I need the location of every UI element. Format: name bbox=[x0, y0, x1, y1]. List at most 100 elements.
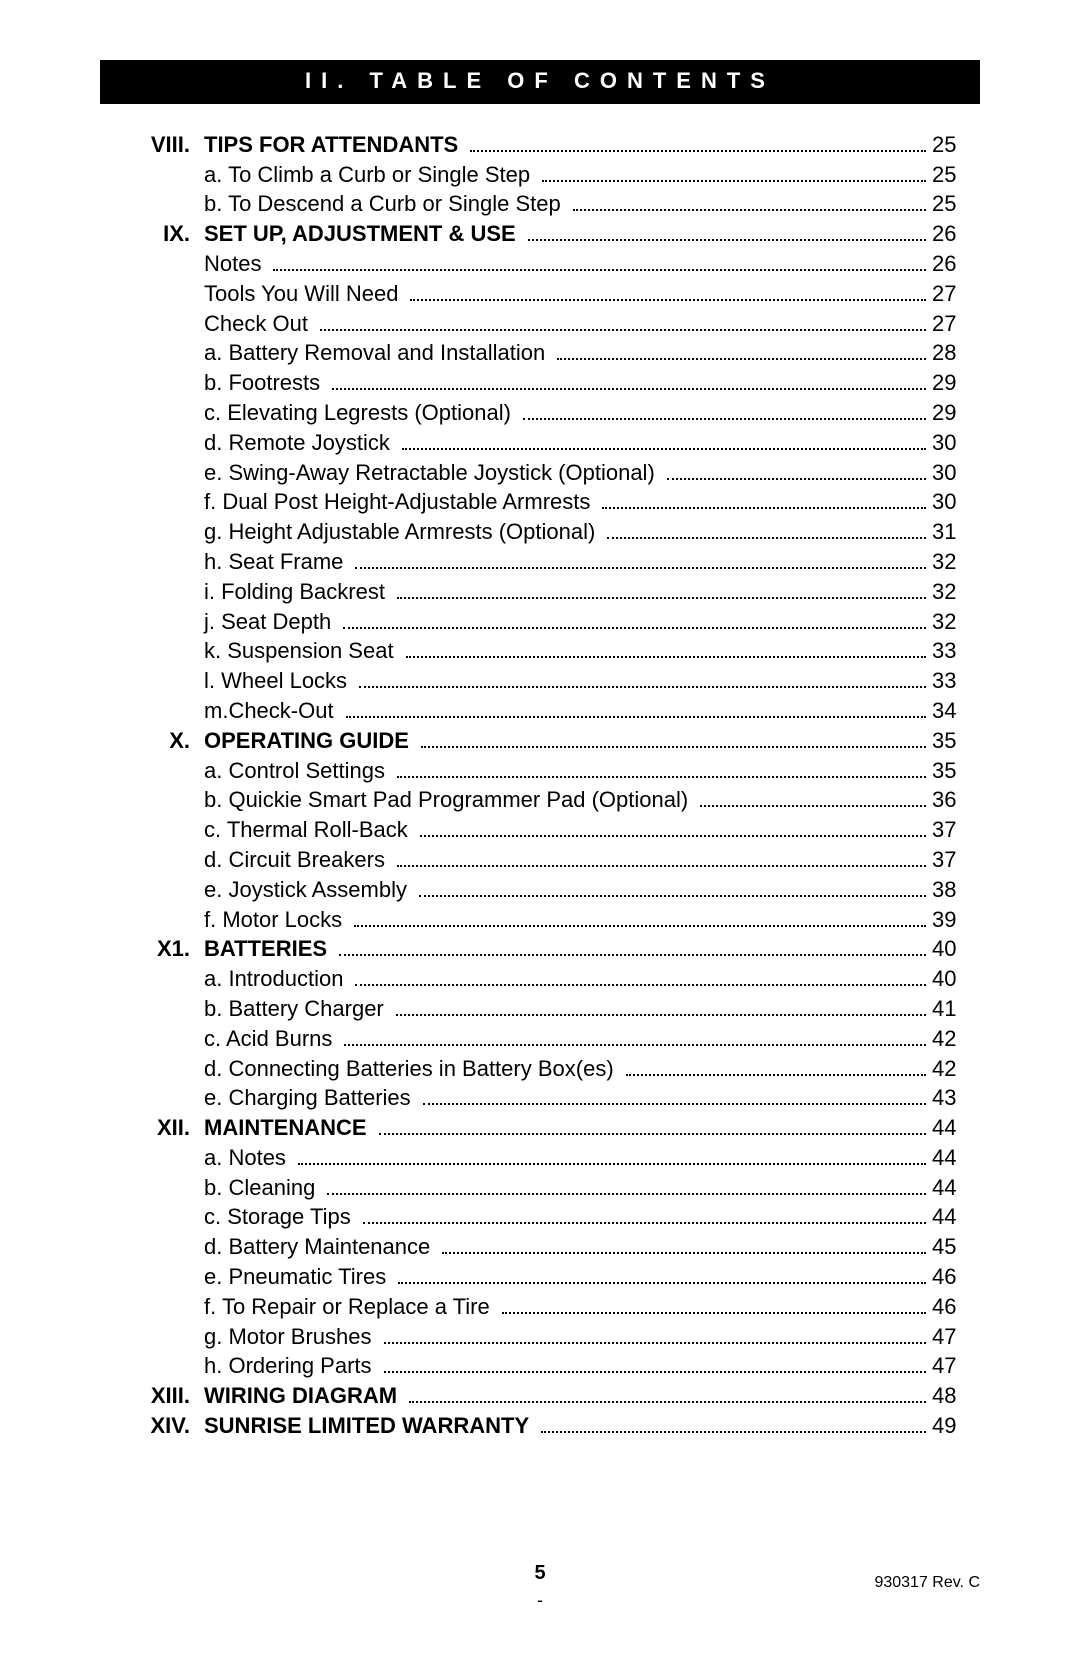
toc-section-title: TIPS FOR ATTENDANTS bbox=[204, 132, 458, 157]
toc-row: b. Cleaning44 bbox=[100, 1173, 980, 1199]
toc-page-number: 38 bbox=[932, 879, 980, 901]
toc-page-number: 47 bbox=[932, 1355, 980, 1377]
toc-entry-label: b. To Descend a Curb or Single Step bbox=[204, 193, 567, 215]
toc-page-number: 27 bbox=[932, 283, 980, 305]
toc-page-number: 26 bbox=[932, 253, 980, 275]
dot-leader bbox=[384, 1322, 926, 1344]
toc-page-number: 27 bbox=[932, 313, 980, 335]
toc-subitem-title: g. Height Adjustable Armrests (Optional) bbox=[204, 519, 595, 544]
toc-page-number: 34 bbox=[932, 700, 980, 722]
dot-leader bbox=[397, 845, 926, 867]
dot-leader bbox=[406, 637, 926, 659]
table-of-contents-list: VIII.TIPS FOR ATTENDANTS25a. To Climb a … bbox=[100, 130, 980, 1437]
toc-subitem-title: d. Remote Joystick bbox=[204, 430, 390, 455]
toc-entry-label: OPERATING GUIDE bbox=[204, 730, 415, 752]
dot-leader bbox=[557, 339, 926, 361]
toc-page-number: 28 bbox=[932, 342, 980, 364]
toc-page-number: 37 bbox=[932, 849, 980, 871]
toc-entry-label: WIRING DIAGRAM bbox=[204, 1385, 403, 1407]
page-footer: 5 930317 Rev. C - bbox=[0, 1562, 1080, 1611]
toc-page-number: 29 bbox=[932, 402, 980, 424]
toc-subitem-title: a. To Climb a Curb or Single Step bbox=[204, 162, 530, 187]
dot-leader bbox=[384, 1352, 926, 1374]
toc-subitem-title: k. Suspension Seat bbox=[204, 638, 394, 663]
dot-leader bbox=[397, 756, 926, 778]
dot-leader bbox=[420, 815, 926, 837]
toc-page-number: 36 bbox=[932, 789, 980, 811]
toc-subitem-title: b. Cleaning bbox=[204, 1175, 315, 1200]
toc-row: X.OPERATING GUIDE35 bbox=[100, 726, 980, 752]
toc-row: a. To Climb a Curb or Single Step 25 bbox=[100, 160, 980, 186]
toc-subitem-title: l. Wheel Locks bbox=[204, 668, 347, 693]
dot-leader bbox=[339, 935, 926, 957]
dot-leader bbox=[332, 368, 926, 390]
toc-subitem-title: a. Battery Removal and Installation bbox=[204, 340, 545, 365]
toc-row: XIII.WIRING DIAGRAM48 bbox=[100, 1381, 980, 1407]
toc-entry-label: c. Acid Burns bbox=[204, 1028, 338, 1050]
dot-leader bbox=[607, 517, 926, 539]
toc-row: e. Charging Batteries43 bbox=[100, 1084, 980, 1110]
toc-subitem-title: a. Introduction bbox=[204, 966, 343, 991]
toc-row: l. Wheel Locks 33 bbox=[100, 666, 980, 692]
dot-leader bbox=[359, 666, 926, 688]
toc-subitem-title: i. Folding Backrest bbox=[204, 579, 385, 604]
toc-section-title: WIRING DIAGRAM bbox=[204, 1383, 397, 1408]
toc-page-number: 25 bbox=[932, 164, 980, 186]
toc-page-number: 42 bbox=[932, 1058, 980, 1080]
toc-entry-label: MAINTENANCE bbox=[204, 1117, 373, 1139]
toc-entry-label: h. Ordering Parts bbox=[204, 1355, 378, 1377]
toc-entry-label: SUNRISE LIMITED WARRANTY bbox=[204, 1415, 535, 1437]
toc-subitem-title: d. Battery Maintenance bbox=[204, 1234, 430, 1259]
toc-entry-label: i. Folding Backrest bbox=[204, 581, 391, 603]
toc-row: b. Quickie Smart Pad Programmer Pad (Opt… bbox=[100, 786, 980, 812]
toc-entry-label: a. To Climb a Curb or Single Step bbox=[204, 164, 536, 186]
toc-row: Check Out 27 bbox=[100, 309, 980, 335]
toc-row: XII.MAINTENANCE44 bbox=[100, 1113, 980, 1139]
toc-roman-numeral: X1. bbox=[100, 938, 204, 960]
toc-row: e. Joystick Assembly38 bbox=[100, 875, 980, 901]
dot-leader bbox=[700, 786, 926, 808]
toc-page-number: 35 bbox=[932, 760, 980, 782]
toc-row: c. Acid Burns 42 bbox=[100, 1024, 980, 1050]
toc-page-number: 42 bbox=[932, 1028, 980, 1050]
toc-page-number: 33 bbox=[932, 670, 980, 692]
toc-section-title: MAINTENANCE bbox=[204, 1115, 367, 1140]
toc-row: f. Dual Post Height-Adjustable Armrests3… bbox=[100, 488, 980, 514]
toc-page-number: 32 bbox=[932, 551, 980, 573]
dot-leader bbox=[363, 1203, 926, 1225]
toc-page-number: 26 bbox=[932, 223, 980, 245]
dot-leader bbox=[421, 726, 926, 748]
dot-leader bbox=[273, 249, 926, 271]
toc-entry-label: b. Footrests bbox=[204, 372, 326, 394]
toc-row: XIV.SUNRISE LIMITED WARRANTY49 bbox=[100, 1411, 980, 1437]
toc-roman-numeral: VIII. bbox=[100, 134, 204, 156]
toc-row: j. Seat Depth32 bbox=[100, 607, 980, 633]
toc-subitem-title: f. Motor Locks bbox=[204, 907, 342, 932]
dot-leader bbox=[346, 696, 926, 718]
toc-row: c. Thermal Roll-Back37 bbox=[100, 815, 980, 841]
toc-subitem-title: c. Elevating Legrests (Optional) bbox=[204, 400, 511, 425]
toc-page-number: 33 bbox=[932, 640, 980, 662]
toc-entry-label: d. Battery Maintenance bbox=[204, 1236, 436, 1258]
toc-subitem-title: c. Storage Tips bbox=[204, 1204, 351, 1229]
toc-subitem-title: f. To Repair or Replace a Tire bbox=[204, 1294, 490, 1319]
dot-leader bbox=[541, 1411, 926, 1433]
toc-entry-label: f. To Repair or Replace a Tire bbox=[204, 1296, 496, 1318]
toc-page-number: 44 bbox=[932, 1117, 980, 1139]
dot-leader bbox=[397, 577, 926, 599]
toc-row: e. Pneumatic Tires46 bbox=[100, 1262, 980, 1288]
toc-page-number: 48 bbox=[932, 1385, 980, 1407]
toc-row: c. Storage Tips44 bbox=[100, 1203, 980, 1229]
dot-leader bbox=[442, 1232, 926, 1254]
toc-row: Notes26 bbox=[100, 249, 980, 275]
toc-page-number: 46 bbox=[932, 1266, 980, 1288]
toc-entry-label: TIPS FOR ATTENDANTS bbox=[204, 134, 464, 156]
toc-entry-label: Check Out bbox=[204, 313, 314, 335]
toc-row: d. Connecting Batteries in Battery Box(e… bbox=[100, 1054, 980, 1080]
toc-subitem-title: b. To Descend a Curb or Single Step bbox=[204, 191, 561, 216]
toc-entry-label: j. Seat Depth bbox=[204, 611, 337, 633]
toc-subitem-title: a. Notes bbox=[204, 1145, 286, 1170]
toc-roman-numeral: IX. bbox=[100, 223, 204, 245]
table-of-contents-header: II. TABLE OF CONTENTS bbox=[100, 60, 980, 104]
toc-subitem-title: c. Thermal Roll-Back bbox=[204, 817, 408, 842]
